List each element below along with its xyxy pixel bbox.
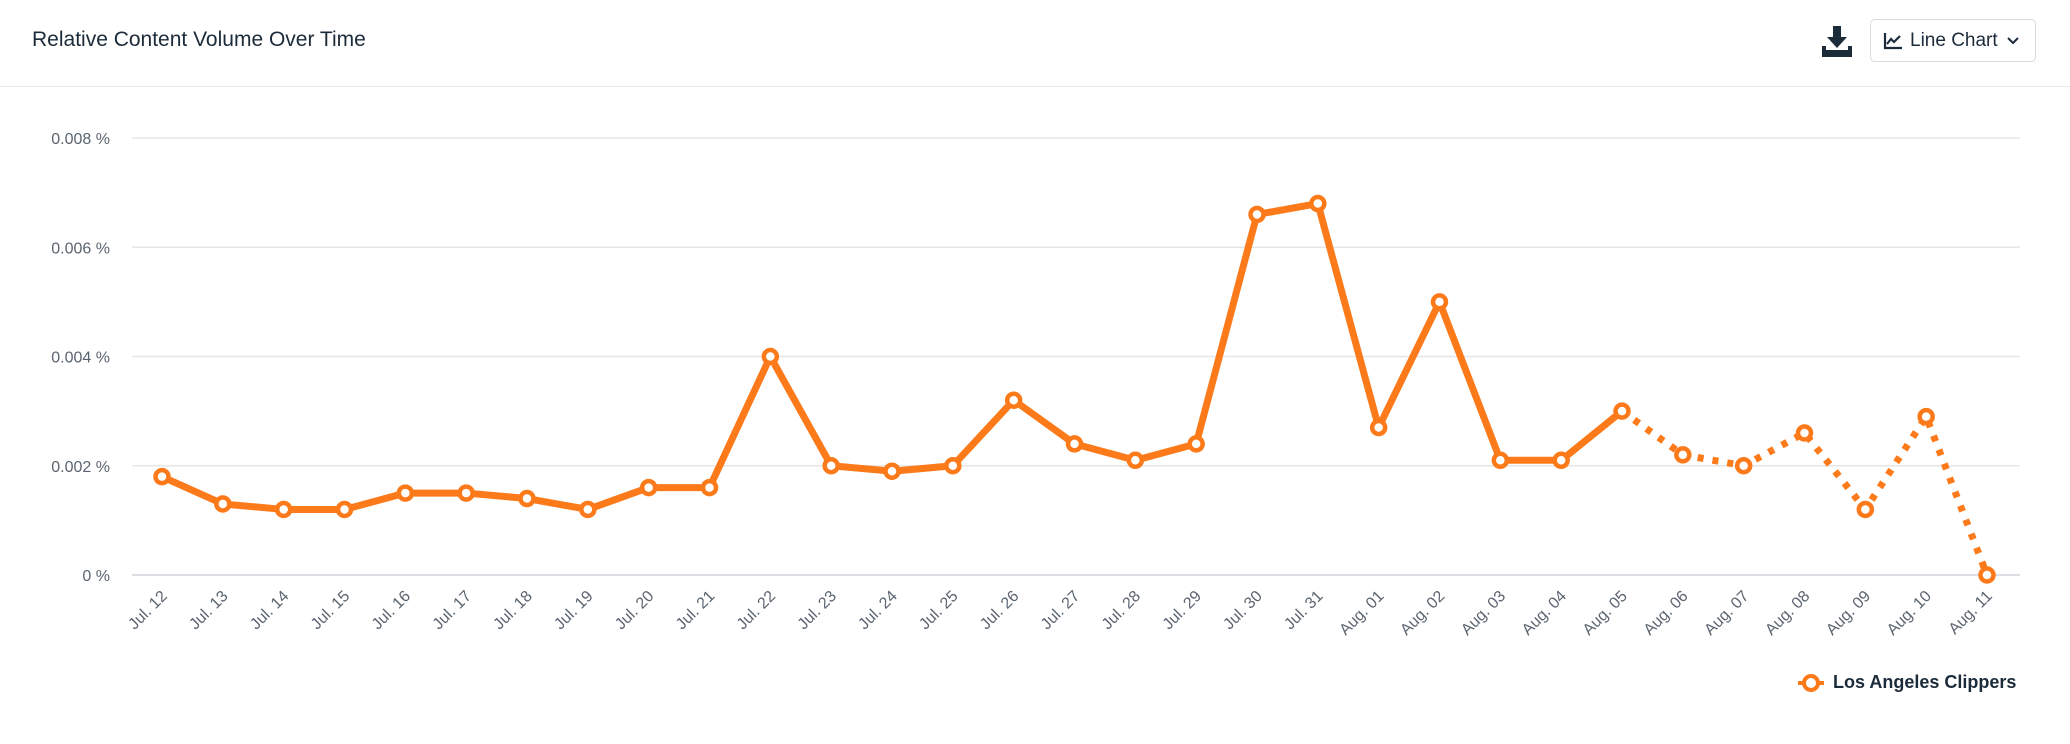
x-tick-label: Jul. 21: [673, 588, 718, 633]
data-point[interactable]: [944, 457, 962, 475]
data-point[interactable]: [1978, 566, 1996, 584]
x-tick-label: Jul. 30: [1220, 588, 1265, 633]
legend-marker-icon: [1798, 673, 1824, 692]
x-tick-label: Aug. 11: [1946, 588, 1996, 638]
chart-header: Relative Content Volume Over Time Line C…: [0, 0, 2070, 87]
x-tick-label: Jul. 13: [186, 588, 231, 633]
x-tick-label: Aug. 07: [1701, 588, 1752, 639]
x-tick-label: Aug. 02: [1397, 588, 1448, 639]
data-point[interactable]: [639, 478, 658, 497]
x-tick-label: Jul. 27: [1038, 588, 1083, 633]
x-tick-label: Jul. 20: [612, 588, 657, 633]
legend-label: Los Angeles Clippers: [1833, 672, 2017, 692]
x-tick-label: Aug. 01: [1336, 588, 1387, 639]
y-tick-label: 0.006 %: [51, 240, 110, 257]
data-point[interactable]: [1004, 391, 1023, 409]
data-point[interactable]: [1065, 435, 1084, 453]
line-chart: 0 % 0.002 % 0.004 % 0.006 % 0.008 % Jul. 12 Ju…: [51, 131, 2020, 639]
data-point[interactable]: [457, 484, 475, 502]
legend-item-los-angeles-clippers[interactable]: Los Angeles Clippers: [1797, 672, 2016, 693]
data-point[interactable]: [1248, 205, 1266, 224]
data-point[interactable]: [1856, 500, 1875, 519]
x-tick-label: Jul. 17: [430, 588, 475, 633]
data-point[interactable]: [1734, 457, 1753, 475]
data-point[interactable]: [579, 500, 597, 519]
data-point[interactable]: [1674, 446, 1692, 464]
data-point[interactable]: [1552, 451, 1570, 470]
x-tick-label: Aug. 10: [1884, 588, 1935, 639]
x-tick-label: Jul. 14: [247, 588, 292, 633]
data-point[interactable]: [274, 500, 293, 519]
x-tick-label: Jul. 23: [795, 588, 840, 633]
download-button[interactable]: [1822, 24, 1852, 58]
x-tick-label: Jul. 29: [1160, 588, 1205, 633]
download-icon: [1822, 26, 1852, 57]
x-tick-label: Aug. 03: [1458, 588, 1509, 639]
data-point[interactable]: [822, 457, 840, 475]
data-point[interactable]: [1795, 424, 1814, 442]
x-tick-label: Jul. 15: [308, 588, 353, 633]
x-tick-label: Jul. 31: [1281, 588, 1326, 633]
x-tick-label: Aug. 06: [1641, 588, 1692, 639]
data-point[interactable]: [1613, 402, 1631, 420]
x-tick-label: Jul. 25: [916, 588, 961, 633]
data-point[interactable]: [1309, 194, 1327, 213]
data-point[interactable]: [518, 489, 536, 508]
x-tick-label: Jul. 16: [369, 588, 414, 633]
data-point[interactable]: [883, 462, 901, 480]
x-tick-label: Aug. 09: [1823, 588, 1874, 639]
x-tick-label: Aug. 05: [1580, 588, 1631, 639]
chart-title: Relative Content Volume Over Time: [32, 28, 366, 51]
chart-type-dropdown[interactable]: Line Chart: [1870, 19, 2036, 62]
x-tick-label: Aug. 04: [1519, 588, 1570, 639]
data-point[interactable]: [1126, 451, 1145, 470]
y-tick-label: 0.002 %: [51, 459, 110, 476]
data-point[interactable]: [1917, 407, 1935, 426]
x-tick-label: Jul. 19: [551, 588, 596, 633]
x-tick-label: Jul. 28: [1099, 588, 1144, 633]
x-tick-label: Jul. 24: [855, 588, 900, 633]
y-tick-label: 0 %: [82, 568, 110, 585]
x-tick-label: Jul. 12: [125, 588, 170, 633]
data-point[interactable]: [396, 484, 415, 502]
data-point[interactable]: [1430, 293, 1449, 311]
chevron-down-icon: [2006, 36, 2019, 44]
data-point[interactable]: [1491, 451, 1510, 470]
y-tick-label: 0.004 %: [51, 350, 110, 367]
data-point[interactable]: [214, 495, 232, 513]
data-point[interactable]: [1369, 418, 1388, 437]
line-chart-icon: [1883, 32, 1902, 49]
x-tick-label: Jul. 22: [734, 588, 779, 633]
data-point[interactable]: [335, 500, 354, 519]
x-tick-label: Jul. 26: [977, 588, 1022, 633]
y-tick-label: 0.008 %: [51, 131, 110, 148]
data-point[interactable]: [761, 347, 780, 366]
x-tick-label: Jul. 18: [490, 588, 535, 633]
x-tick-label: Aug. 08: [1762, 588, 1813, 639]
data-point[interactable]: [1187, 435, 1205, 453]
data-point[interactable]: [700, 478, 719, 497]
chart-type-label: Line Chart: [1910, 29, 1998, 51]
data-point[interactable]: [153, 467, 171, 486]
